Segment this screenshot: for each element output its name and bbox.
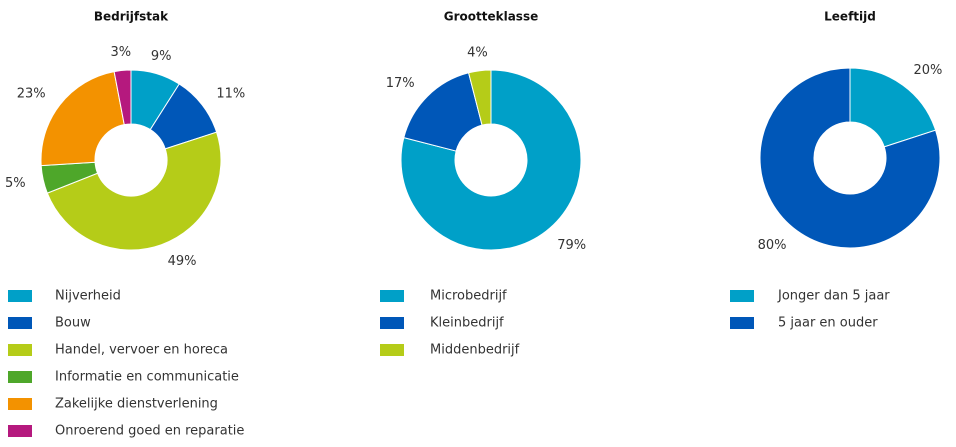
donut-slice (46, 131, 222, 251)
legend-swatch (8, 344, 32, 356)
donut-slice (40, 71, 125, 167)
chart-title: Leeftijd (824, 10, 876, 24)
value-label: 80% (758, 238, 787, 253)
donut-slice (113, 69, 132, 126)
legend-swatch (730, 317, 754, 329)
legend-swatch (380, 317, 404, 329)
donut-slice (849, 67, 937, 148)
legend-swatch (8, 317, 32, 329)
value-label: 11% (216, 86, 245, 101)
value-label: 49% (168, 254, 197, 269)
value-label: 79% (557, 238, 586, 253)
legend-swatch (380, 344, 404, 356)
legend-label: Jonger dan 5 jaar (777, 289, 890, 304)
legend-label: Nijverheid (55, 289, 121, 304)
legend-label: Onroerend goed en reparatie (55, 424, 244, 439)
legend-swatch (8, 425, 32, 437)
legend-label: Zakelijke dienstverlening (55, 397, 218, 412)
value-label: 17% (386, 76, 415, 91)
legend-swatch (8, 290, 32, 302)
value-label: 20% (913, 63, 942, 78)
value-label: 4% (467, 45, 488, 60)
chart-title: Grootteklasse (444, 10, 538, 24)
donut-slice (403, 72, 483, 152)
value-label: 3% (111, 45, 132, 60)
value-label: 23% (17, 86, 46, 101)
legend-label: Middenbedrijf (430, 343, 520, 358)
donut-slice (468, 69, 492, 126)
legend-swatch (8, 371, 32, 383)
legend-label: Handel, vervoer en horeca (55, 343, 228, 358)
chart-title: Bedrijfstak (94, 10, 169, 24)
legend-label: Kleinbedrijf (430, 316, 504, 331)
legend-swatch (730, 290, 754, 302)
legend-label: Informatie en communicatie (55, 370, 239, 385)
value-label: 5% (5, 176, 26, 191)
legend-swatch (8, 398, 32, 410)
legend-label: Microbedrijf (430, 289, 507, 304)
donut-slice (400, 69, 582, 251)
legend-swatch (380, 290, 404, 302)
legend-label: 5 jaar en ouder (778, 316, 878, 331)
legend-label: Bouw (55, 316, 91, 331)
donut-slice (759, 67, 941, 249)
value-label: 9% (151, 49, 172, 64)
